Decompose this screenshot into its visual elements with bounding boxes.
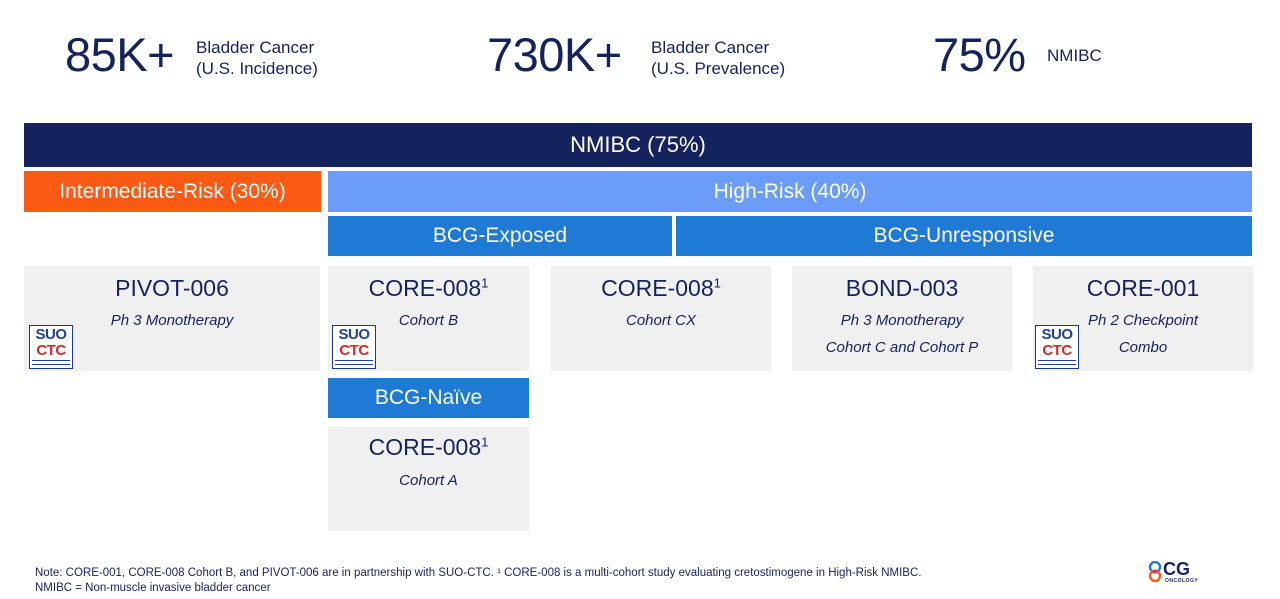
- suo-ctc-logo-text-1: SUO: [1041, 326, 1073, 343]
- cg-logo-mark-text: CG: [1163, 559, 1190, 579]
- stat-incidence-label-line1: Bladder Cancer: [196, 38, 315, 57]
- stat-nmibc-value: 75%: [933, 28, 1026, 81]
- nmibc-header-label: NMIBC (75%): [570, 132, 706, 157]
- stat-incidence-label: Bladder Cancer (U.S. Incidence): [196, 37, 318, 79]
- trial-box-pivot006: PIVOT-006 Ph 3 Monotherapy SUO CTC: [24, 266, 320, 371]
- suo-ctc-logo: SUO CTC: [29, 325, 73, 369]
- trial-detail: Ph 3 Monotherapy: [110, 312, 234, 329]
- trial-box-bond003: BOND-003 Ph 3 Monotherapy Cohort C and C…: [792, 266, 1012, 371]
- cg-oncology-logo: CG ONCOLOGY: [1146, 560, 1206, 586]
- cg-logo-mark-icon: [1148, 561, 1162, 583]
- bcg-exposed-label: BCG-Exposed: [432, 224, 568, 247]
- trial-box-core001: CORE-001 Ph 2 Checkpoint Combo SUO CTC: [1033, 266, 1253, 371]
- suo-ctc-logo-text-1: SUO: [338, 326, 370, 343]
- trial-detail-line2: Combo: [1118, 339, 1168, 356]
- footnote-line2: NMIBC = Non-muscle invasive bladder canc…: [35, 582, 271, 594]
- trial-name: PIVOT-006: [115, 275, 229, 301]
- footnote-marker: 1: [481, 434, 489, 450]
- footnote-marker: 1: [713, 275, 721, 291]
- intermediate-risk-label: Intermediate-Risk (30%): [59, 179, 286, 203]
- trial-name-text: CORE-008: [601, 275, 714, 301]
- trial-name: CORE-0081: [328, 434, 529, 461]
- trial-name: CORE-001: [1086, 275, 1200, 301]
- suo-ctc-logo-text-1: SUO: [35, 326, 67, 343]
- stat-prevalence-label-line1: Bladder Cancer: [651, 38, 770, 57]
- trial-box-core008-cohort-b: CORE-0081 Cohort B SUO CTC: [328, 266, 529, 371]
- intermediate-risk-header: Intermediate-Risk (30%): [24, 171, 321, 212]
- high-risk-label: High-Risk (40%): [713, 179, 867, 203]
- trial-detail-line1: Ph 2 Checkpoint: [1087, 312, 1199, 329]
- suo-ctc-logo: SUO CTC: [332, 325, 376, 369]
- bcg-naive-header: BCG-Naïve: [328, 378, 529, 418]
- trial-detail: Cohort B: [398, 312, 459, 329]
- trial-name: CORE-0081: [328, 275, 529, 302]
- trial-detail: Cohort A: [399, 472, 458, 489]
- stat-incidence-value: 85K+: [65, 28, 175, 81]
- stat-prevalence-label: Bladder Cancer (U.S. Prevalence): [651, 37, 785, 79]
- trial-name-text: CORE-008: [368, 275, 482, 301]
- trial-name-text: CORE-008: [368, 434, 482, 460]
- stat-prevalence-label-line2: (U.S. Prevalence): [651, 59, 786, 78]
- trial-box-core008-cohort-cx: CORE-0081 Cohort CX: [551, 266, 771, 371]
- trial-name: CORE-0081: [551, 275, 771, 302]
- trial-detail-line2: Cohort C and Cohort P: [825, 339, 979, 356]
- footnote-line1: Note: CORE-001, CORE-008 Cohort B, and P…: [35, 567, 922, 579]
- trial-name: BOND-003: [845, 275, 959, 301]
- high-risk-header: High-Risk (40%): [328, 171, 1252, 212]
- nmibc-header: NMIBC (75%): [24, 123, 1252, 167]
- suo-ctc-logo-text-2: CTC: [339, 342, 369, 359]
- trial-detail-line1: Ph 3 Monotherapy: [840, 312, 964, 329]
- suo-ctc-logo-text-2: CTC: [36, 342, 66, 359]
- trial-box-core008-cohort-a: CORE-0081 Cohort A: [328, 427, 529, 531]
- bcg-unresponsive-label: BCG-Unresponsive: [873, 224, 1055, 247]
- bcg-naive-label: BCG-Naïve: [374, 386, 483, 409]
- trial-detail: Cohort CX: [625, 312, 697, 329]
- stat-prevalence-value: 730K+: [487, 28, 622, 81]
- stat-incidence-label-line2: (U.S. Incidence): [196, 59, 318, 78]
- suo-ctc-logo-text-2: CTC: [1042, 342, 1072, 359]
- stat-nmibc-label: NMIBC: [1047, 46, 1102, 65]
- bcg-exposed-header: BCG-Exposed: [328, 216, 672, 256]
- cg-logo-subtext: ONCOLOGY: [1165, 578, 1199, 584]
- footnote-marker: 1: [481, 275, 489, 291]
- bcg-unresponsive-header: BCG-Unresponsive: [676, 216, 1252, 256]
- suo-ctc-logo: SUO CTC: [1035, 325, 1079, 369]
